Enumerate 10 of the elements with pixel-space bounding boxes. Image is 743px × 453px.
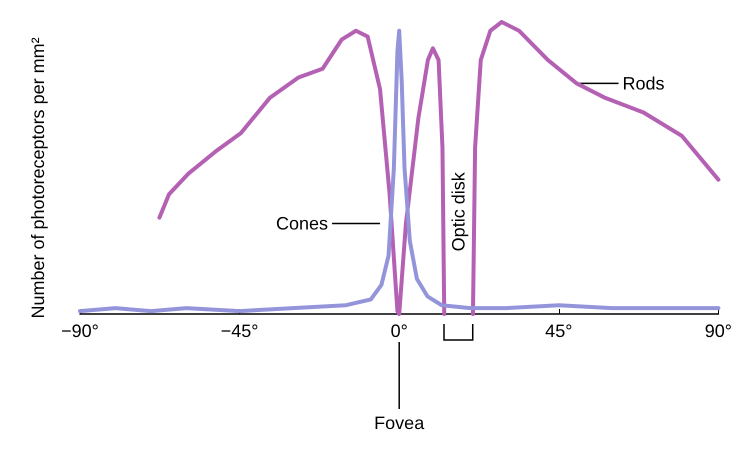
x-tick-label: 0°: [390, 321, 408, 341]
text: Fovea: [374, 413, 426, 433]
x-tick-label: −45°: [220, 321, 258, 341]
annotation: Rods: [622, 73, 665, 94]
annotation: Cones: [276, 213, 328, 234]
y-axis-title: Number of photoreceptors per mm²: [28, 37, 48, 319]
x-tick-label: 90°: [704, 321, 732, 341]
x-tick-label: 45°: [545, 321, 572, 341]
annotation: Optic disk: [448, 171, 468, 252]
x-tick-label: −90°: [61, 321, 99, 341]
